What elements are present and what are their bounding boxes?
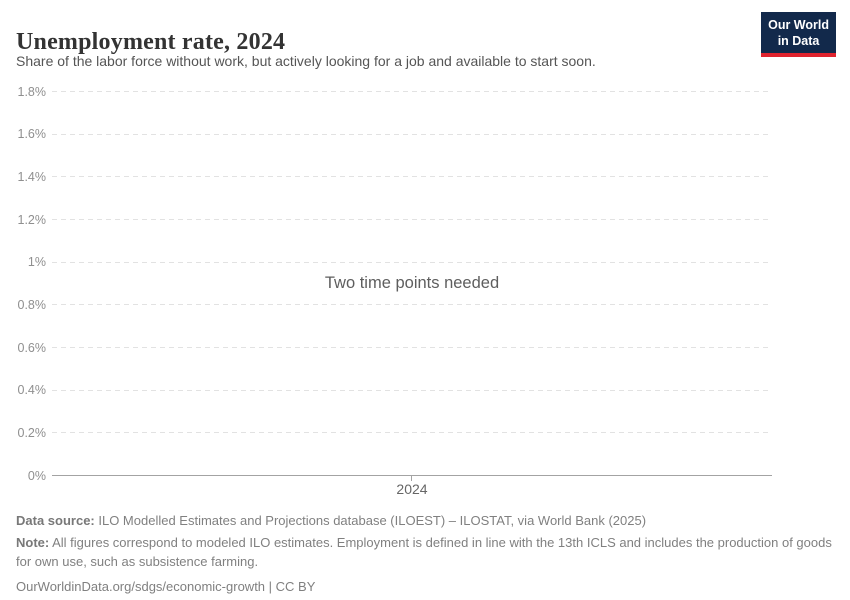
y-tick-label: 1.8% [17, 84, 47, 99]
y-gridline [52, 347, 772, 348]
note-text: All figures correspond to modeled ILO es… [16, 534, 832, 570]
x-tick-label: 2024 [396, 481, 428, 497]
x-axis-tick [411, 476, 412, 481]
data-source-label: Data source: [16, 513, 95, 528]
y-tick-label: 1.4% [17, 169, 47, 184]
y-gridline [52, 261, 772, 263]
owid-logo-line2: in Data [777, 34, 820, 49]
y-gridline [52, 133, 772, 135]
y-tick-label: 0.4% [17, 383, 47, 398]
y-gridline [52, 304, 772, 306]
y-tick-label: 1.2% [17, 212, 47, 227]
y-gridline [52, 389, 772, 391]
y-tick-label: 0.2% [17, 425, 47, 440]
y-gridline [52, 432, 772, 434]
data-source-line: Data source: ILO Modelled Estimates and … [16, 511, 834, 531]
y-gridline [52, 219, 772, 220]
y-tick-label: 1.6% [17, 127, 47, 142]
chart-title: Unemployment rate, 2024 [16, 29, 286, 56]
y-tick-label: 0.6% [17, 340, 47, 355]
note-label: Note: [16, 534, 50, 550]
y-tick-label: 0% [27, 468, 46, 483]
citation-link[interactable]: OurWorldinData.org/sdgs/economic-growth … [16, 578, 316, 594]
y-tick-label: 0.8% [17, 297, 47, 312]
y-gridline [52, 176, 772, 178]
empty-state-message: Two time points needed [324, 274, 500, 292]
owid-logo[interactable]: Our World in Data [761, 12, 836, 57]
data-source-text: ILO Modelled Estimates and Projections d… [94, 513, 647, 528]
y-gridline [52, 91, 772, 92]
x-axis-line [52, 475, 772, 476]
y-tick-label: 1% [27, 255, 46, 270]
chart-footer: Data source: ILO Modelled Estimates and … [16, 511, 834, 596]
note-line: Note: All figures correspond to modeled … [16, 533, 834, 572]
owid-logo-line1: Our World [768, 18, 829, 32]
chart-subtitle: Share of the labor force without work, b… [16, 53, 596, 69]
